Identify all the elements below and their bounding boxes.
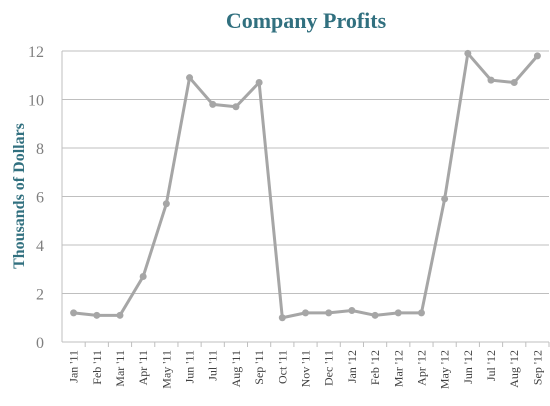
- point: [93, 311, 101, 319]
- x-tick-label: Feb '11: [90, 350, 104, 385]
- x-tick-label: Aug '11: [229, 350, 243, 387]
- x-tick-label: Nov '11: [299, 350, 313, 387]
- y-tick-label: 4: [36, 238, 44, 255]
- x-tick-label: Jan '11: [67, 350, 81, 383]
- x-tick-label: Mar '11: [113, 350, 127, 387]
- y-tick-label: 0: [36, 335, 44, 352]
- x-tick-label: Apr '12: [414, 350, 428, 386]
- y-tick-label: 6: [36, 190, 44, 207]
- x-tick-label: Mar '12: [391, 350, 405, 387]
- point: [302, 309, 309, 317]
- point: [70, 309, 78, 317]
- x-tick-label: Aug '12: [507, 350, 521, 388]
- point: [417, 309, 425, 317]
- point: [278, 314, 286, 322]
- point: [510, 79, 518, 87]
- x-tick-label: Jul '11: [206, 350, 220, 381]
- point: [232, 103, 240, 111]
- y-tick-label: 8: [36, 141, 44, 158]
- point: [348, 306, 356, 314]
- y-tick-label: 2: [36, 287, 44, 304]
- x-tick-label: Jun '11: [183, 350, 197, 383]
- x-tick-label: Jun '12: [461, 350, 475, 384]
- point: [371, 311, 379, 319]
- y-axis-label: Thousands of Dollars: [11, 123, 28, 269]
- x-tick-label: Dec '11: [322, 350, 336, 386]
- point: [209, 100, 217, 108]
- point: [325, 309, 333, 317]
- x-tick-label: May '12: [438, 350, 452, 389]
- x-tick-label: Feb '12: [368, 350, 382, 385]
- point: [139, 273, 147, 281]
- point: [394, 309, 402, 317]
- point: [533, 52, 541, 60]
- y-tick-label: 10: [28, 93, 44, 110]
- y-tick-label: 12: [28, 44, 44, 61]
- x-tick-label: Oct '11: [275, 350, 289, 384]
- x-tick-label: Jan '12: [345, 350, 359, 383]
- x-tick-label: Sep '11: [252, 350, 266, 385]
- point: [255, 79, 263, 87]
- point: [186, 74, 194, 82]
- x-tick-label: Apr '11: [136, 350, 150, 385]
- chart-title: Company Profits: [226, 8, 387, 33]
- point: [116, 311, 124, 319]
- x-tick-label: Jul '12: [484, 350, 498, 381]
- point: [162, 200, 170, 208]
- point: [441, 195, 449, 203]
- point: [464, 49, 472, 57]
- x-tick-label: May '11: [159, 350, 173, 389]
- x-tick-label: Sep '12: [530, 350, 544, 385]
- point: [487, 76, 495, 84]
